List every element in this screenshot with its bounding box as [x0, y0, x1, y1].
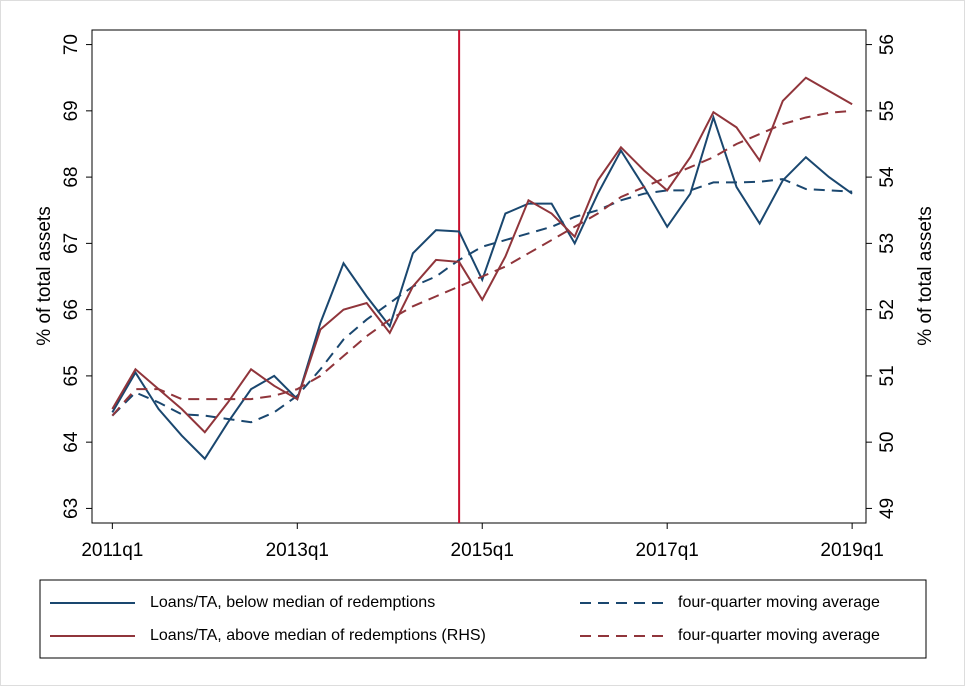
y-tick-label: 69 [61, 100, 82, 121]
y2-tick-label: 52 [877, 299, 898, 320]
y-axis-label: % of total assets [34, 206, 55, 345]
y2-tick-label: 53 [877, 233, 898, 254]
legend-label: four-quarter moving average [678, 627, 880, 644]
y-tick-label: 68 [61, 167, 82, 188]
y-tick-label: 66 [61, 299, 82, 320]
y-tick-label: 67 [61, 233, 82, 254]
legend-label: four-quarter moving average [678, 594, 880, 611]
y2-tick-label: 55 [877, 100, 898, 121]
series-line [111, 114, 853, 461]
y-tick-label: 70 [61, 34, 82, 55]
y2-tick-label: 56 [877, 34, 898, 55]
x-tick-label: 2017q1 [635, 540, 698, 561]
x-tick-label: 2015q1 [451, 540, 514, 561]
y2-tick-label: 51 [877, 365, 898, 386]
plot-frame [91, 29, 867, 524]
y2-tick-label: 50 [877, 432, 898, 453]
x-tick-label: 2013q1 [266, 540, 329, 561]
y2-tick-label: 54 [877, 166, 898, 188]
series-line [111, 109, 853, 417]
y-tick-label: 64 [61, 431, 82, 453]
x-tick-label: 2011q1 [81, 540, 143, 561]
legend-label: Loans/TA, below median of redemptions [150, 594, 435, 611]
legend-box [39, 579, 927, 659]
series-line [111, 76, 853, 434]
y-tick-label: 65 [61, 365, 82, 386]
legend-label: Loans/TA, above median of redemptions (R… [150, 627, 486, 644]
series-line [111, 178, 853, 424]
y-tick-label: 63 [61, 498, 82, 519]
y2-axis-label: % of total assets [915, 206, 936, 345]
y2-tick-label: 49 [877, 498, 898, 519]
x-tick-label: 2019q1 [820, 540, 883, 561]
